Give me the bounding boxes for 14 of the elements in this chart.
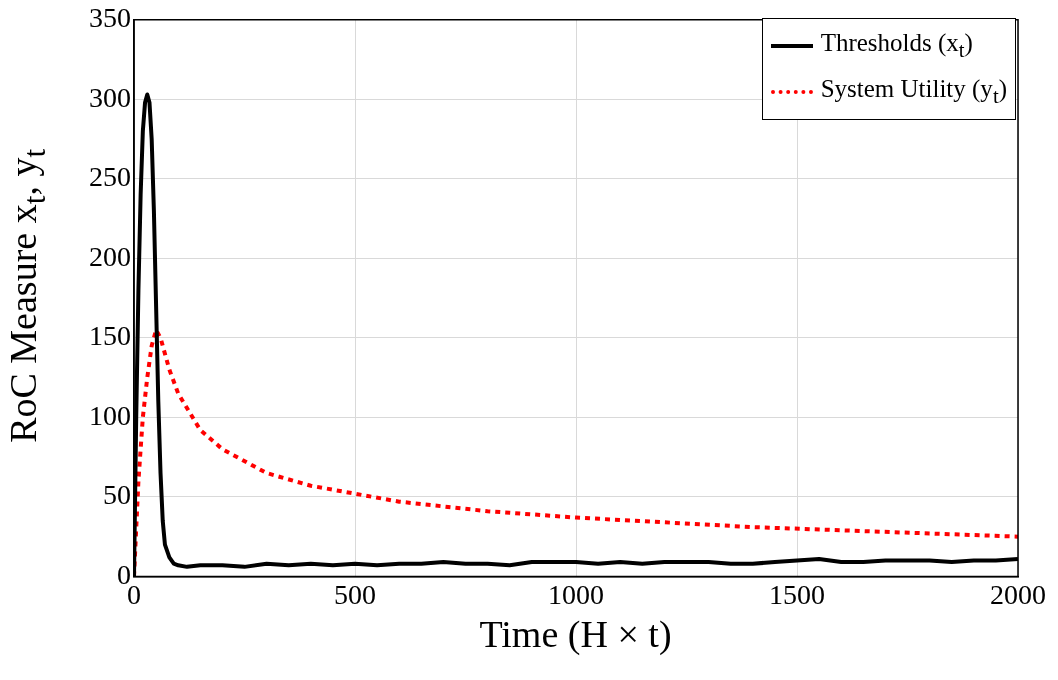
y-tick-label: 300 xyxy=(89,81,131,113)
y-tick-label: 350 xyxy=(89,2,131,34)
y-tick-label: 150 xyxy=(89,320,131,352)
x-tick-label: 500 xyxy=(334,578,376,610)
x-tick-label: 2000 xyxy=(990,578,1046,610)
y-tick-label: 250 xyxy=(89,161,131,193)
legend-label: System Utility (y$_{t}$) xyxy=(820,75,1007,109)
y-tick-label: 100 xyxy=(89,399,131,431)
x-tick-label: 1000 xyxy=(548,578,604,610)
x-axis-title: Time (H × t) xyxy=(478,612,673,656)
legend-label: Thresholds (x$_{t}$) xyxy=(820,29,973,63)
y-tick-label: 200 xyxy=(89,240,131,272)
y-tick-label: 50 xyxy=(103,479,131,511)
x-tick-label: 1500 xyxy=(769,578,825,610)
